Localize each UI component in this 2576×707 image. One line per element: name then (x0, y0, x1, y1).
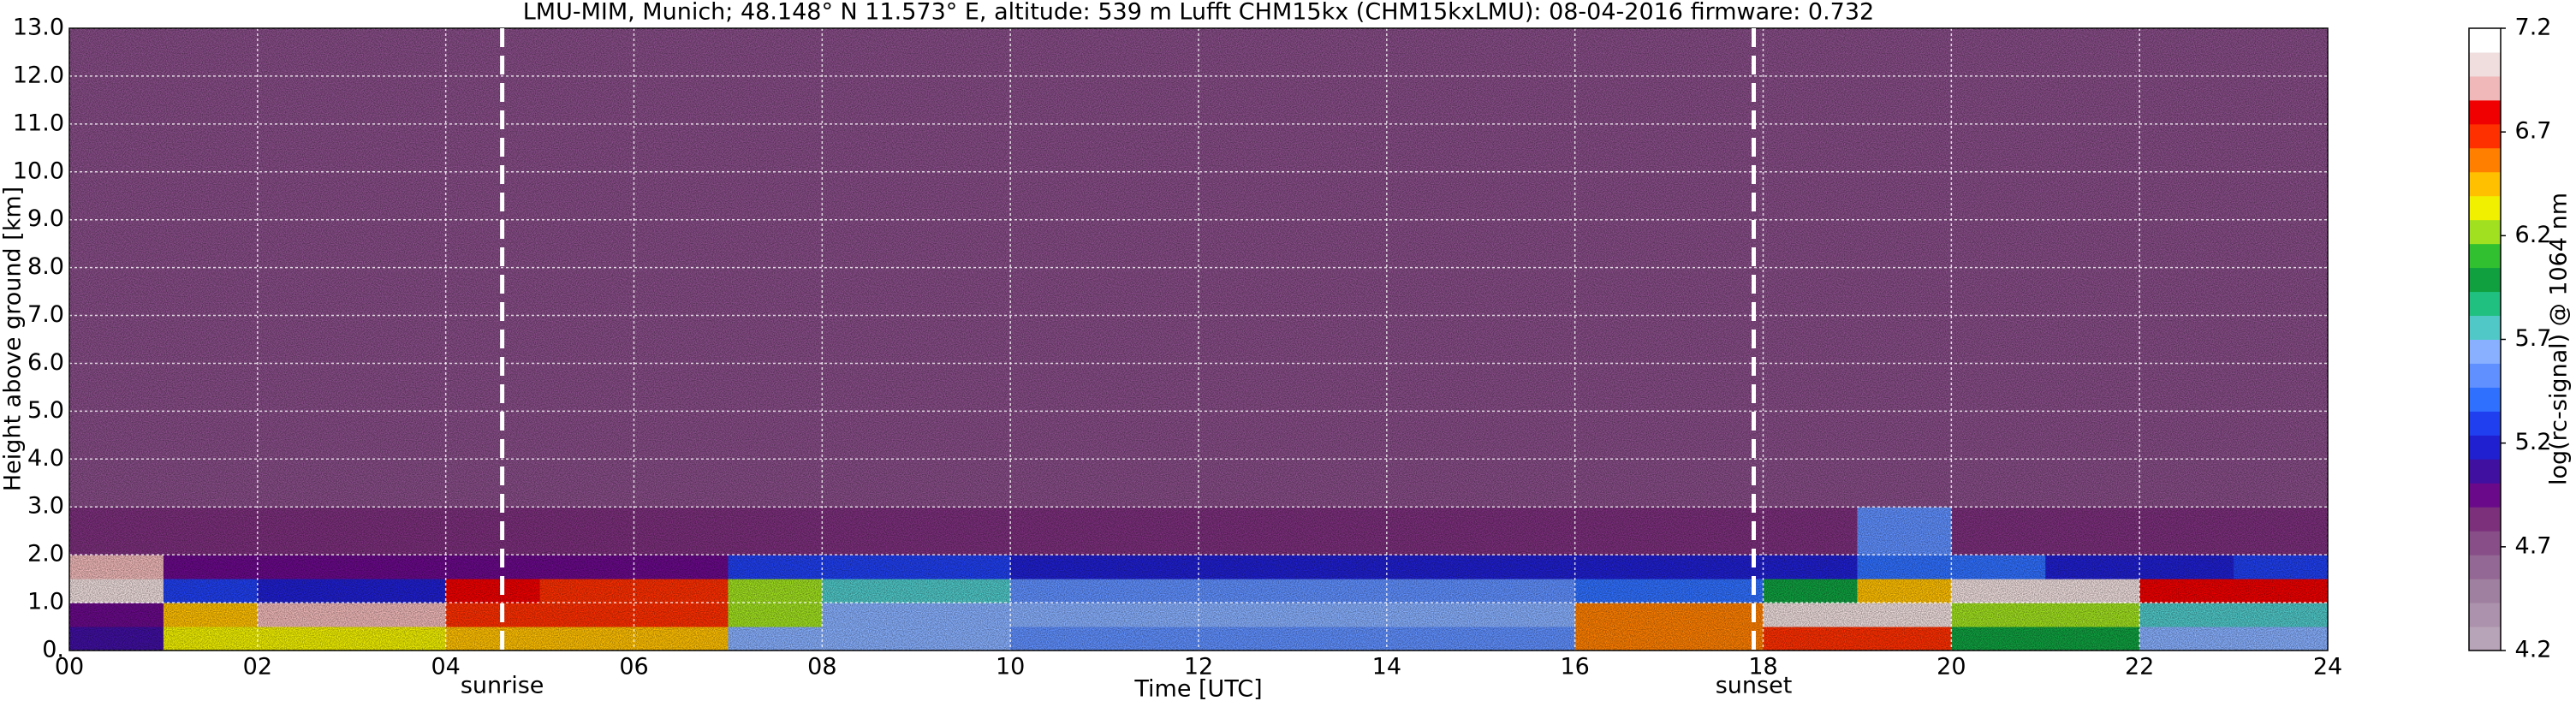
colorbar-segment (2469, 243, 2501, 269)
y-tick-label: 2.0 (27, 541, 64, 567)
colorbar-tick-label: 7.2 (2515, 15, 2552, 41)
colorbar-segment (2469, 411, 2501, 436)
colorbar-tick-label: 6.7 (2515, 118, 2552, 145)
y-tick-label: 11.0 (13, 110, 64, 136)
y-tick-label: 0. (42, 637, 64, 663)
colorbar-segment (2469, 315, 2501, 340)
x-tick-label: 12 (1184, 654, 1213, 680)
colorbar-segment (2469, 555, 2501, 579)
colorbar-segment (2469, 459, 2501, 484)
y-tick-label: 6.0 (27, 349, 64, 376)
x-tick-label: 24 (2313, 654, 2342, 680)
colorbar-segment (2469, 123, 2501, 149)
y-tick-label: 1.0 (27, 589, 64, 615)
y-axis-label: Height above ground [km] (0, 187, 27, 491)
y-tick-label: 9.0 (27, 205, 64, 232)
x-tick-label: 10 (996, 654, 1025, 680)
y-tick-label: 3.0 (27, 493, 64, 520)
colorbar-segment (2469, 531, 2501, 556)
colorbar-segment (2469, 435, 2501, 460)
colorbar-segment (2469, 195, 2501, 221)
x-tick-label: 22 (2125, 654, 2154, 680)
x-tick-label: 02 (243, 654, 272, 680)
colorbar-segment (2469, 75, 2501, 101)
colorbar-segment (2469, 483, 2501, 508)
annotation-label: sunset (1716, 673, 1793, 699)
colorbar-segment (2469, 147, 2501, 173)
colorbar-segment (2469, 603, 2501, 627)
x-tick-label: 08 (807, 654, 836, 680)
colorbar-segment (2469, 99, 2501, 125)
colorbar-segment (2469, 171, 2501, 197)
colorbar-segment (2469, 363, 2501, 388)
colorbar-tick-label: 5.2 (2515, 429, 2552, 455)
y-tick-label: 7.0 (27, 301, 64, 328)
colorbar-tick-label: 5.7 (2515, 325, 2552, 352)
colorbar-segment (2469, 579, 2501, 603)
x-tick-label: 16 (1560, 654, 1589, 680)
chart-title: LMU-MIM, Munich; 48.148° N 11.573° E, al… (523, 0, 1874, 26)
plot-frame (68, 27, 2329, 651)
colorbar-tick-label: 4.2 (2515, 637, 2552, 663)
colorbar-label: log(rc-signal) @ 1064 nm (2546, 193, 2573, 485)
colorbar-segment (2469, 507, 2501, 532)
colorbar-segment (2469, 387, 2501, 412)
colorbar-tick-label: 6.2 (2515, 222, 2552, 248)
y-tick-label: 12.0 (13, 62, 64, 88)
y-tick-label: 8.0 (27, 253, 64, 280)
x-tick-label: 14 (1372, 654, 1401, 680)
colorbar-segment (2469, 28, 2501, 53)
colorbar-segment (2469, 267, 2501, 293)
x-tick-label: 04 (431, 654, 460, 680)
y-tick-label: 13.0 (13, 15, 64, 41)
colorbar-segment (2469, 291, 2501, 317)
colorbar-segment (2469, 627, 2501, 651)
colorbar-segment (2469, 51, 2501, 77)
y-tick-label: 5.0 (27, 397, 64, 424)
y-tick-label: 4.0 (27, 445, 64, 472)
x-axis-label: Time [UTC] (1133, 676, 1262, 703)
x-tick-label: 18 (1748, 654, 1777, 680)
colorbar-segment (2469, 219, 2501, 245)
annotation-label: sunrise (461, 673, 544, 699)
colorbar-tick-label: 4.7 (2515, 532, 2552, 559)
x-tick-label: 00 (55, 654, 84, 680)
y-tick-label: 10.0 (13, 157, 64, 184)
x-tick-label: 06 (619, 654, 648, 680)
colorbar-segment (2469, 339, 2501, 364)
x-tick-label: 20 (1936, 654, 1966, 680)
